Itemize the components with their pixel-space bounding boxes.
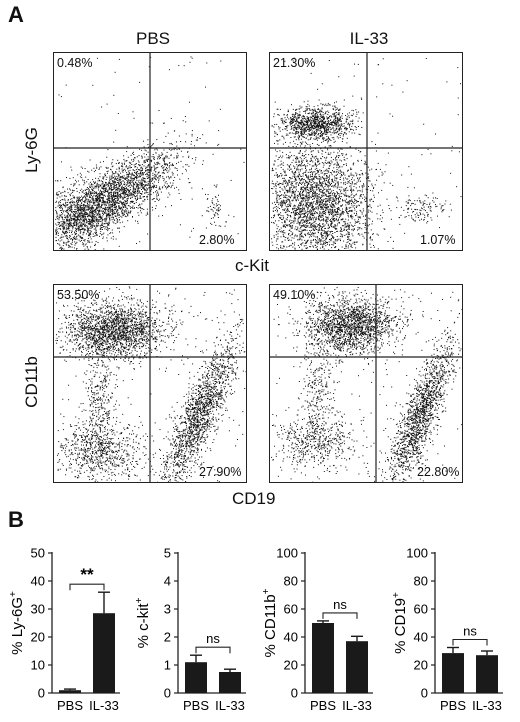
y-tick-label: 50 xyxy=(31,546,45,561)
bar xyxy=(93,613,115,693)
pct-ly6g-il33-ul: 21.30% xyxy=(273,56,315,70)
category-label: IL-33 xyxy=(472,698,502,713)
y-tick-label: 20 xyxy=(414,658,428,673)
bar xyxy=(476,655,498,693)
flow-b-y-label: CD11b xyxy=(22,342,42,422)
pct-cd11b-il33-lr: 22.80% xyxy=(417,465,459,479)
bar xyxy=(312,623,334,693)
column-title-il33: IL-33 xyxy=(289,29,449,49)
scatter-cd11b-il33 xyxy=(270,285,463,483)
pct-ly6g-pbs-lr: 2.80% xyxy=(199,233,234,247)
category-label: IL-33 xyxy=(89,698,119,713)
y-tick-label: 80 xyxy=(414,574,428,589)
y-tick-label: 40 xyxy=(284,630,298,645)
bar xyxy=(185,662,207,693)
y-tick-label: 60 xyxy=(284,602,298,617)
bar-charts-svg: 0 10 20 30 40 50 % Ly-6G+ PBS IL-33 ** 0 1 2 3 4 5 % c-k… xyxy=(0,538,520,717)
category-label: PBS xyxy=(310,698,336,713)
significance-bracket xyxy=(196,647,230,653)
y-tick-label: 0 xyxy=(291,686,298,701)
panel-label-a: A xyxy=(8,2,24,28)
flow-plot-ly6g-il33 xyxy=(269,52,463,251)
significance-label: ns xyxy=(333,597,347,612)
flow-b-x-label: CD19 xyxy=(232,489,275,509)
bar-charts: 0 10 20 30 40 50 % Ly-6G+ PBS IL-33 ** 0 1 2 3 4 5 % c-k… xyxy=(0,538,520,717)
y-tick-label: 0 xyxy=(421,686,428,701)
pct-cd11b-il33-ul: 49.10% xyxy=(273,288,315,302)
significance-bracket xyxy=(323,613,357,619)
flow-plot-cd11b-il33 xyxy=(269,284,463,483)
bar xyxy=(219,672,241,693)
y-axis-label: % CD11b+ xyxy=(261,588,279,657)
y-axis-label: % CD19+ xyxy=(391,592,409,654)
significance-bracket xyxy=(70,584,104,590)
scatter-cd11b-pbs xyxy=(54,285,247,483)
y-tick-label: 40 xyxy=(414,630,428,645)
y-tick-label: 4 xyxy=(164,574,171,589)
y-tick-label: 3 xyxy=(164,602,171,617)
y-tick-label: 0 xyxy=(164,686,171,701)
flow-a-y-label: Ly-6G xyxy=(22,110,42,190)
y-axis-label: % c-kit+ xyxy=(134,597,152,648)
bar xyxy=(442,653,464,693)
flow-plot-ly6g-pbs xyxy=(53,52,247,251)
bar xyxy=(59,690,81,693)
bar-chart-0: 0 10 20 30 40 50 % Ly-6G+ PBS IL-33 ** xyxy=(8,546,120,714)
y-tick-label: 0 xyxy=(38,686,45,701)
category-label: PBS xyxy=(440,698,466,713)
y-tick-label: 20 xyxy=(284,658,298,673)
pct-cd11b-pbs-lr: 27.90% xyxy=(199,465,241,479)
panel-label-b: B xyxy=(8,507,24,533)
scatter-ly6g-il33 xyxy=(270,53,463,251)
y-tick-label: 100 xyxy=(406,546,428,561)
significance-label: ns xyxy=(206,631,220,646)
pct-ly6g-pbs-ul: 0.48% xyxy=(57,56,92,70)
flow-plot-cd11b-pbs xyxy=(53,284,247,483)
bar-chart-2: 0 20 40 60 80 100 % CD11b+ PBS IL-33 ns xyxy=(261,546,373,714)
y-tick-label: 60 xyxy=(414,602,428,617)
significance-bracket xyxy=(453,640,487,646)
y-axis-label: % Ly-6G+ xyxy=(8,591,26,655)
bar-chart-3: 0 20 40 60 80 100 % CD19+ PBS IL-33 ns xyxy=(391,546,503,714)
y-tick-label: 2 xyxy=(164,630,171,645)
category-label: PBS xyxy=(183,698,209,713)
category-label: IL-33 xyxy=(215,698,245,713)
category-label: PBS xyxy=(57,698,83,713)
significance-label: ns xyxy=(463,624,477,639)
flow-a-x-label: c-Kit xyxy=(235,256,269,276)
bar xyxy=(346,641,368,693)
y-tick-label: 80 xyxy=(284,574,298,589)
y-tick-label: 40 xyxy=(31,574,45,589)
category-label: IL-33 xyxy=(342,698,372,713)
pct-ly6g-il33-lr: 1.07% xyxy=(420,233,455,247)
y-tick-label: 10 xyxy=(31,658,45,673)
pct-cd11b-pbs-ul: 53.50% xyxy=(57,288,99,302)
y-tick-label: 5 xyxy=(164,546,171,561)
column-title-pbs: PBS xyxy=(73,29,233,49)
bar-chart-1: 0 1 2 3 4 5 % c-kit+ PBS IL-33 ns xyxy=(134,546,246,714)
significance-label: ** xyxy=(80,565,94,584)
y-tick-label: 1 xyxy=(164,658,171,673)
y-tick-label: 20 xyxy=(31,630,45,645)
y-tick-label: 100 xyxy=(276,546,298,561)
y-tick-label: 30 xyxy=(31,602,45,617)
scatter-ly6g-pbs xyxy=(54,53,247,251)
